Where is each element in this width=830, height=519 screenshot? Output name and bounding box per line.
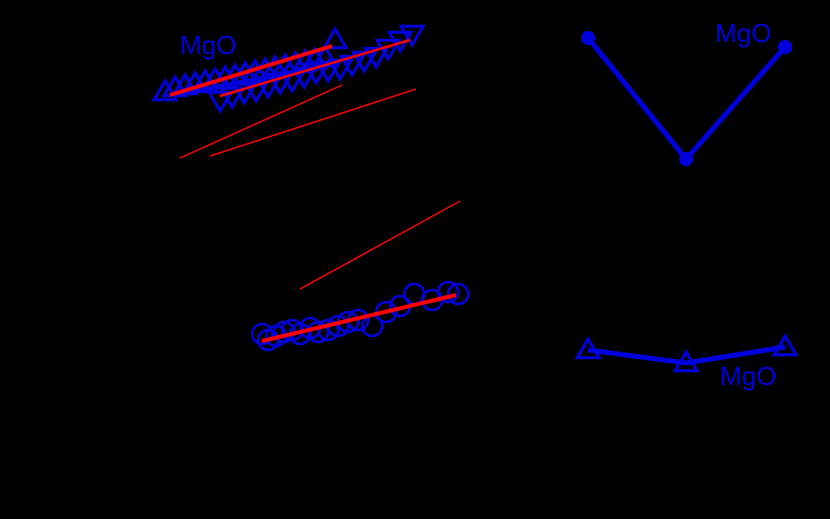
- triangle-marker: [672, 349, 700, 373]
- triangle-marker: [171, 72, 199, 96]
- triangle-marker: [321, 26, 349, 50]
- circle-marker: [436, 280, 460, 304]
- circle-marker: [250, 322, 274, 346]
- fit-line: [219, 38, 411, 98]
- panel-c-label: MgO: [720, 361, 777, 391]
- triangle-down-marker: [242, 80, 270, 104]
- triangle-marker: [191, 68, 219, 92]
- right-top-panel-plot: [581, 31, 792, 166]
- dot-marker: [581, 31, 595, 45]
- right-bottom-panel-plot: [574, 333, 799, 373]
- triangle-marker: [161, 74, 189, 98]
- triangle-down-marker: [314, 60, 342, 84]
- triangle-down-marker: [254, 76, 282, 100]
- triangle-marker: [771, 333, 799, 357]
- triangle-down-marker: [362, 46, 390, 70]
- panel-a-label: MgO: [180, 30, 237, 60]
- fit-line: [179, 84, 343, 159]
- panel-b-label: MgO: [715, 18, 772, 48]
- fit-line: [261, 293, 457, 343]
- fit-line: [209, 88, 417, 157]
- triangle-down-marker: [302, 62, 330, 86]
- triangle-marker: [181, 70, 209, 94]
- triangle-down-marker: [266, 72, 294, 96]
- triangle-down-marker: [218, 86, 246, 110]
- triangle-down-marker: [206, 90, 234, 114]
- fit-line: [169, 44, 333, 97]
- left-panel-plot: [151, 24, 470, 352]
- triangle-down-marker: [230, 82, 258, 106]
- series-line: [587, 344, 786, 366]
- triangle-marker: [574, 336, 602, 360]
- triangle-down-marker: [374, 38, 402, 62]
- dot-marker: [679, 152, 693, 166]
- fit-line: [299, 200, 461, 290]
- dot-marker: [778, 40, 792, 54]
- triangle-down-marker: [278, 70, 306, 94]
- triangle-marker: [151, 78, 179, 102]
- circle-marker: [446, 282, 470, 306]
- circle-marker: [316, 318, 340, 342]
- triangle-down-marker: [398, 24, 426, 48]
- triangle-down-marker: [290, 66, 318, 90]
